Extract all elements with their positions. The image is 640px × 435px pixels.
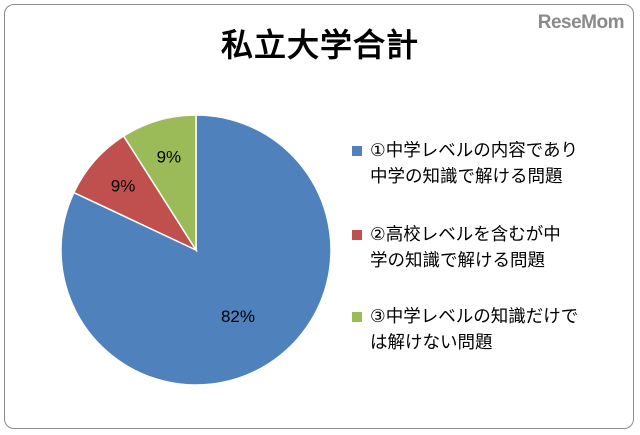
data-label-3: 9% [157,148,182,167]
resemom-logo: ReseMom [537,12,625,33]
legend-label-2: ②高校レベルを含むが中 学の知識で解ける問題 [370,225,561,271]
legend-swatch-3 [352,312,362,322]
chart-title: 私立大学合計 [220,26,419,64]
legend-swatch-1 [352,146,362,156]
legend-label-1: ①中学レベルの内容であり 中学の知識で解ける問題 [370,141,579,187]
pie-slice-3 [122,114,197,253]
legend-label-3: ③中学レベルの知識だけで は解けない問題 [370,307,579,353]
legend-swatch-2 [352,230,362,240]
pie-data-labels: 82% 9% 9% [111,148,255,326]
pie-slices [60,114,332,386]
data-label-2: 9% [111,177,136,196]
data-label-1: 82% [221,307,255,326]
